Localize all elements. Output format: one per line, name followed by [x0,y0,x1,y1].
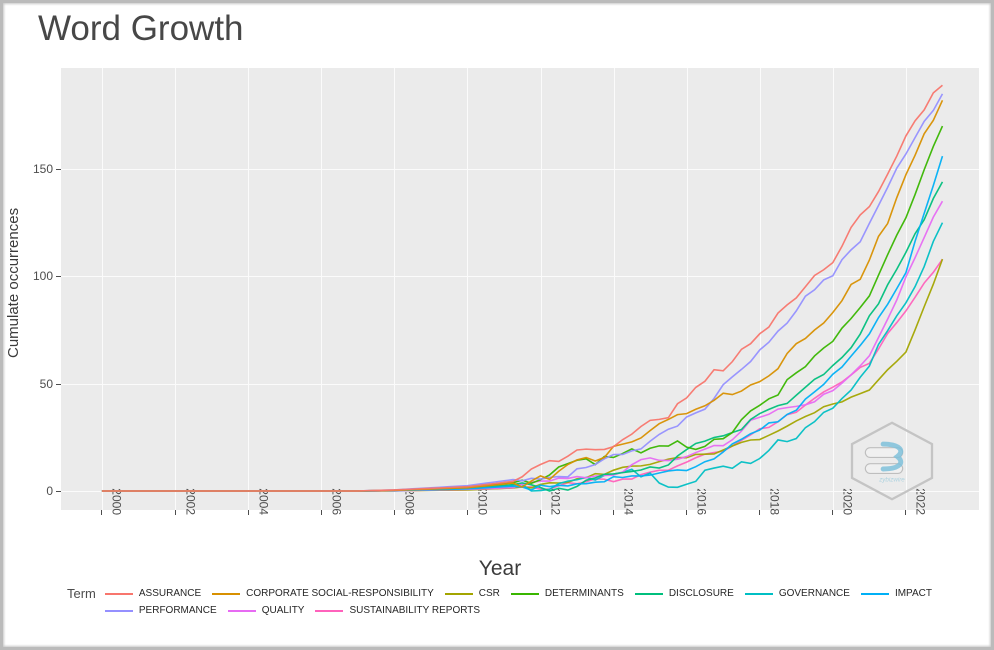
svg-text:zybizwire: zybizwire [878,476,905,483]
